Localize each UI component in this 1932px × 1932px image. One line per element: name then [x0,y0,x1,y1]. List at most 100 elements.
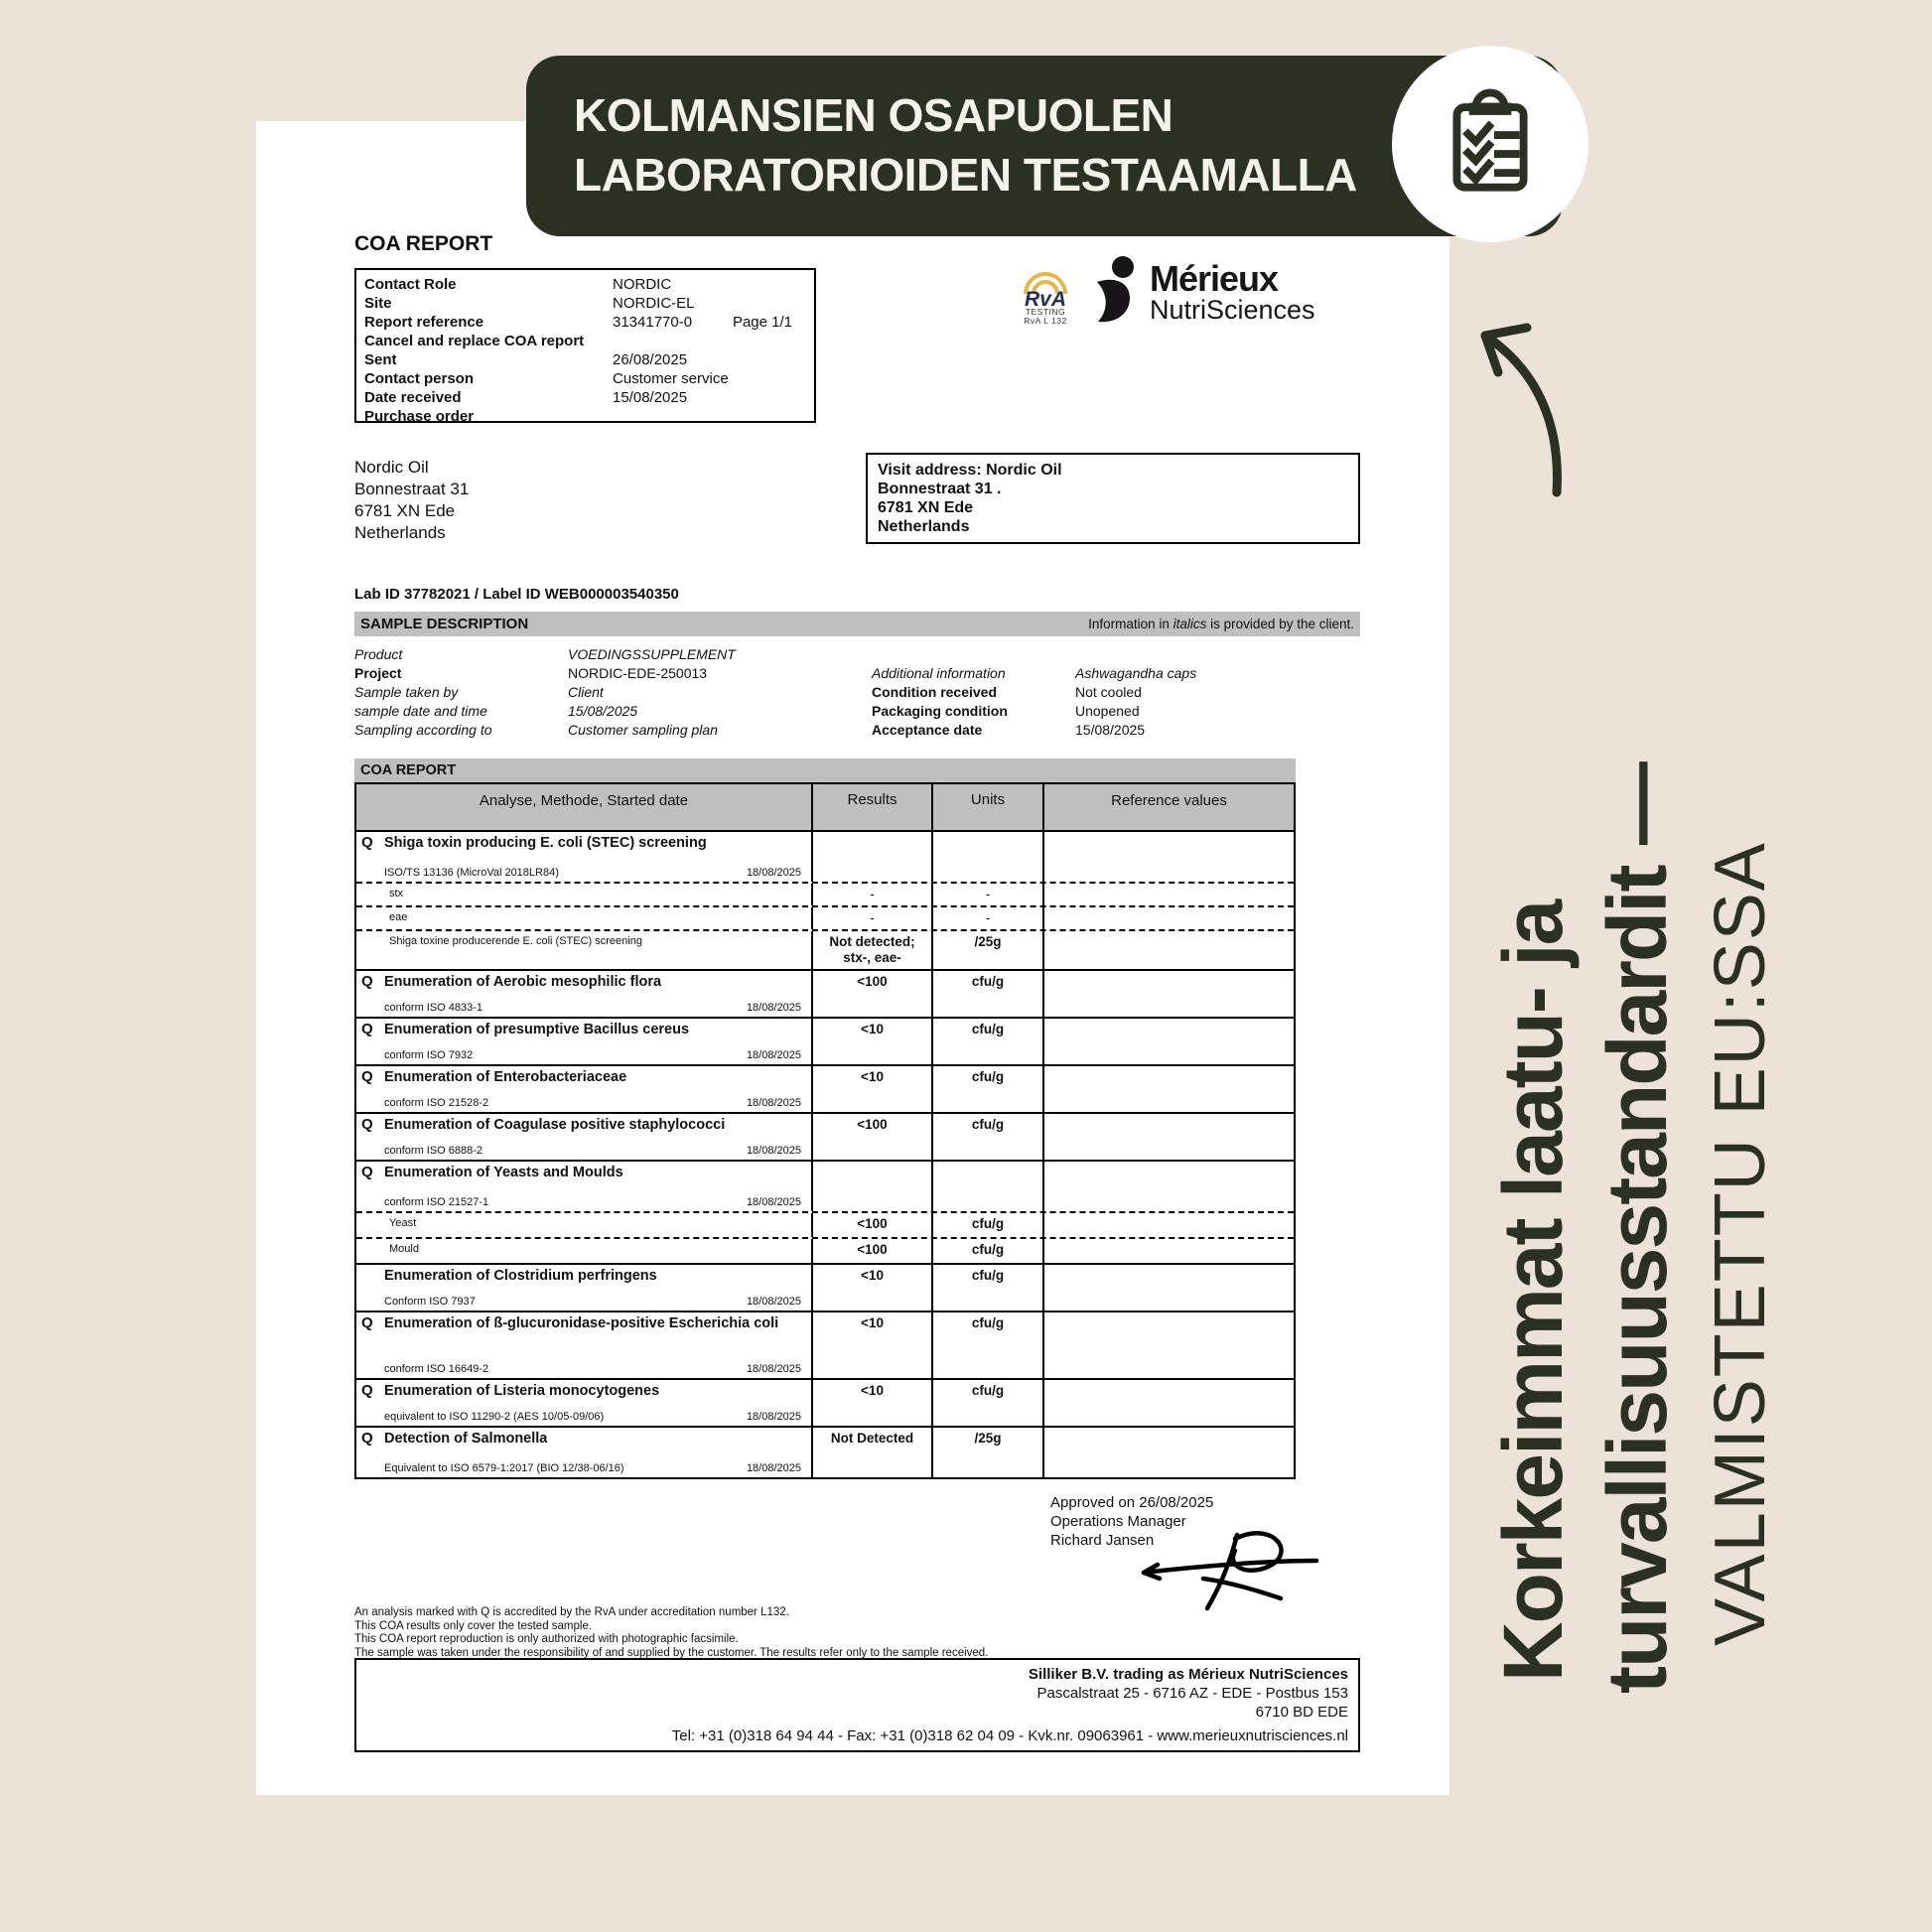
table-row: Q Enumeration of presumptive Bacillus ce… [356,1017,1294,1064]
analysis-date: 18/08/2025 [746,867,801,879]
analysis-date: 18/08/2025 [746,1049,801,1061]
result-value: <10 [811,1380,931,1426]
analysis-name: Enumeration of Coagulase positive staphy… [384,1117,726,1133]
visit-address-line: Visit address: Nordic Oil [878,462,1062,479]
table-row: Q Enumeration of Coagulase positive stap… [356,1112,1294,1160]
address-line: Nordic Oil [354,458,429,477]
unit-value: - [931,884,1042,905]
reference-value [1042,1019,1294,1064]
sample-value: 15/08/2025 [1075,722,1146,738]
result-value: <100 [811,1239,931,1263]
analysis-date: 18/08/2025 [746,1145,801,1157]
info-value: 26/08/2025 [613,351,688,368]
analysis-method: conform ISO 21528-2 [384,1097,489,1109]
table-subrow: eae - - [356,905,1294,929]
side-text-quality: Korkeimmat laatu- ja [1486,900,1580,1682]
unit-value: cfu/g [931,1239,1042,1263]
sample-description-bar: SAMPLE DESCRIPTION Information in italic… [354,612,1360,636]
analysis-name: Enumeration of ß-glucuronidase-positive … [384,1315,779,1331]
unit-value: /25g [931,931,1042,969]
info-label: Report reference [364,314,484,331]
table-row: Q Detection of Salmonella Equivalent to … [356,1426,1294,1477]
disclaimer-line: An analysis marked with Q is accredited … [354,1606,789,1618]
signature-scribble [1141,1531,1319,1611]
analysis-date: 18/08/2025 [746,1002,801,1014]
info-row: Sent 26/08/2025 [364,350,806,369]
reference-value [1042,1380,1294,1426]
accreditation-q-marker: Q [361,1116,373,1133]
info-label: Purchase order [364,408,475,425]
rva-caption: RvA L 132 [1024,316,1067,326]
result-value: Not detected; stx-, eae- [811,931,931,969]
result-value: <100 [811,971,931,1017]
analysis-method: conform ISO 7932 [384,1049,474,1061]
info-value: NORDIC [613,276,672,293]
info-row: Site NORDIC-EL [364,294,806,313]
banner-line-1: KOLMANSIEN OSAPUOLEN [574,89,1173,141]
disclaimer-line: This COA report reproduction is only aut… [354,1633,739,1645]
info-label: Date received [364,389,462,406]
sample-value: 15/08/2025 [568,703,638,719]
result-value [811,1162,931,1211]
table-subrow: Mould <100 cfu/g [356,1237,1294,1263]
result-value: <10 [811,1019,931,1064]
analysis-subname: stx [389,888,404,899]
result-value: - [811,907,931,929]
analysis-subname: Yeast [389,1217,417,1229]
unit-value: cfu/g [931,1312,1042,1378]
unit-value: cfu/g [931,971,1042,1017]
info-label: Contact Role [364,276,457,293]
analysis-name: Shiga toxin producing E. coli (STEC) scr… [384,835,707,851]
sample-fields-right: Additional information Ashwagandha caps C… [872,664,1196,740]
side-text-standards: turvallisuusstandardit — [1590,763,1684,1694]
accreditation-q-marker [356,1265,384,1311]
analysis-date: 18/08/2025 [746,1097,801,1109]
unit-value: cfu/g [931,1380,1042,1426]
sample-value: Client [568,684,604,700]
result-value: <100 [811,1114,931,1160]
visit-address-line: Netherlands [878,518,970,535]
analysis-method: conform ISO 21527-1 [384,1196,489,1208]
analysis-method: conform ISO 6888-2 [384,1145,483,1157]
unit-value: - [931,907,1042,929]
table-header-row: Analyse, Methode, Started date Results U… [356,782,1294,830]
analysis-name: Enumeration of Yeasts and Moulds [384,1165,623,1180]
reference-value [1042,1239,1294,1263]
analysis-date: 18/08/2025 [746,1363,801,1375]
table-row: Enumeration of Clostridium perfringens C… [356,1263,1294,1311]
merieux-subtitle: NutriSciences [1150,295,1315,325]
reference-value [1042,1114,1294,1160]
reference-value [1042,931,1294,969]
analysis-method: equivalent to ISO 11290-2 (AES 10/05-09/… [384,1411,605,1423]
result-value: - [811,884,931,905]
result-value: <10 [811,1066,931,1112]
analysis-method: conform ISO 4833-1 [384,1002,483,1014]
table-row: Q Enumeration of Enterobacteriaceae conf… [356,1064,1294,1112]
analysis-name: Enumeration of Enterobacteriaceae [384,1069,627,1085]
info-row: Contact Role NORDIC [364,275,806,294]
analysis-method: Conform ISO 7937 [384,1296,476,1308]
analysis-date: 18/08/2025 [746,1462,801,1474]
footer-contact: Tel: +31 (0)318 64 94 44 - Fax: +31 (0)3… [671,1727,1348,1744]
client-address-block: Nordic Oil Bonnestraat 31 6781 XN Ede Ne… [354,457,469,544]
side-text-made-in-eu: VALMISTETTU EU:SSA [1701,841,1780,1646]
sample-value: Unopened [1075,703,1140,719]
approved-on-line: Approved on 26/08/2025 [1050,1494,1214,1511]
result-value: <10 [811,1312,931,1378]
info-label: Site [364,295,392,312]
merieux-nutrisciences-logo: Mérieux NutriSciences [1090,254,1315,328]
reference-value [1042,907,1294,929]
sample-value: NORDIC-EDE-250013 [568,665,708,681]
sample-label: Condition received [872,684,998,700]
analysis-subname: eae [389,911,408,923]
headline-banner: KOLMANSIEN OSAPUOLEN LABORATORIOIDEN TES… [526,56,1563,236]
result-value: <100 [811,1213,931,1237]
unit-value: cfu/g [931,1066,1042,1112]
accreditation-q-marker: Q [361,1068,373,1085]
accreditation-q-marker: Q [361,1164,373,1180]
approver-name: Richard Jansen [1050,1532,1155,1549]
info-row: Report reference 31341770-0 Page 1/1 [364,313,806,332]
column-header-units: Units [931,784,1042,830]
analysis-name: Detection of Salmonella [384,1431,548,1447]
analysis-name: Enumeration of Listeria monocytogenes [384,1383,660,1399]
